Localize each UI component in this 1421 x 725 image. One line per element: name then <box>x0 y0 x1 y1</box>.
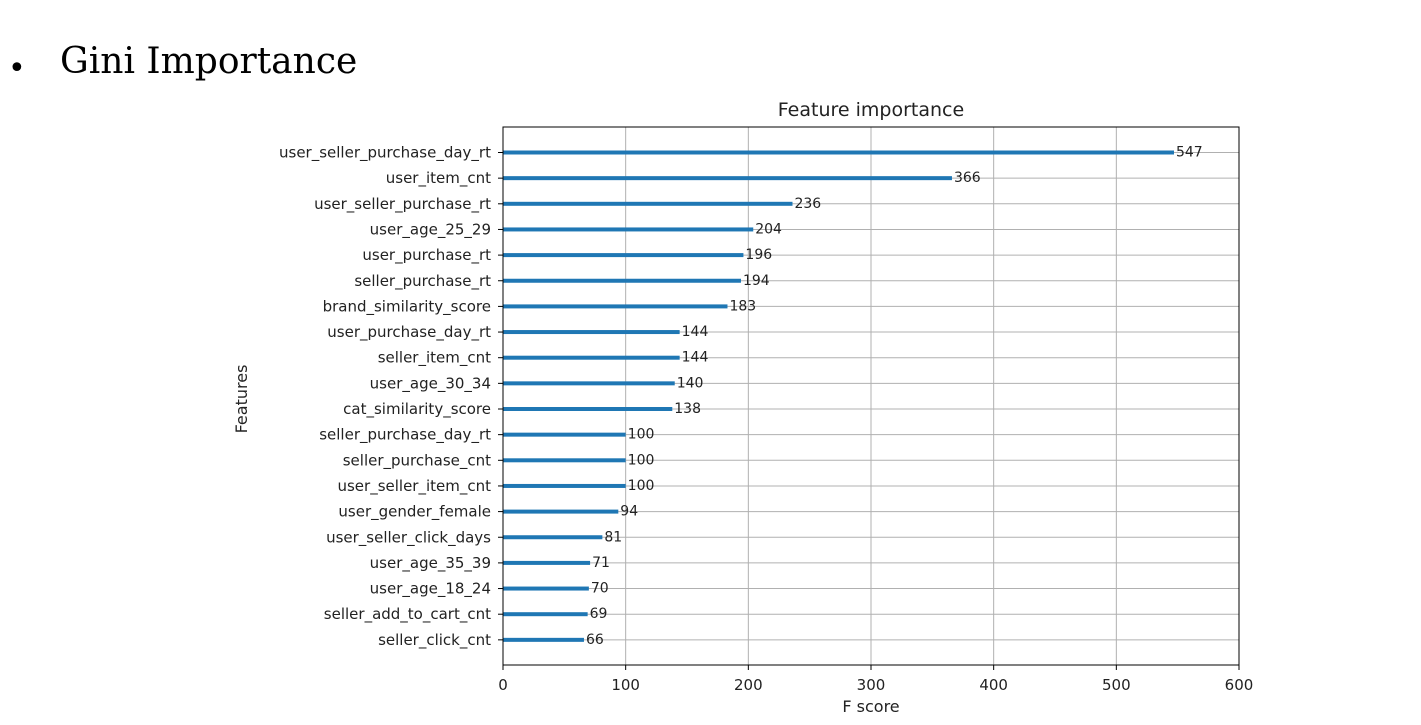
bar-value-label: 70 <box>591 581 609 597</box>
bar <box>503 227 754 232</box>
bar <box>503 330 680 335</box>
x-tick-label: 100 <box>611 676 640 694</box>
bar-value-label: 204 <box>755 221 782 237</box>
y-tick-label: seller_add_to_cart_cnt <box>324 605 491 624</box>
bar-value-label: 66 <box>586 632 604 648</box>
bar <box>503 381 675 386</box>
bar <box>503 176 952 181</box>
bar <box>503 586 589 591</box>
y-tick-label: seller_purchase_rt <box>354 272 491 291</box>
bar <box>503 278 741 283</box>
bar-value-label: 144 <box>682 324 709 340</box>
y-tick-label: seller_click_cnt <box>378 631 491 650</box>
bars <box>503 150 1174 642</box>
bar-value-label: 71 <box>592 555 610 571</box>
y-axis-title: Features <box>232 365 251 434</box>
bar-value-label: 236 <box>794 196 821 212</box>
x-tick-label: 400 <box>979 676 1008 694</box>
bar-value-label: 196 <box>745 247 772 263</box>
slide-heading: Gini Importance <box>60 41 358 82</box>
y-tick-label: seller_purchase_cnt <box>343 451 491 470</box>
bar-value-label: 194 <box>743 273 770 289</box>
bar-value-label: 69 <box>590 606 608 622</box>
y-tick-label: user_gender_female <box>338 503 491 522</box>
x-tick-label: 300 <box>857 676 886 694</box>
y-tick-label: user_seller_purchase_rt <box>314 195 491 214</box>
bar <box>503 432 626 437</box>
bar-value-label: 100 <box>628 427 655 443</box>
y-tick-label: user_seller_click_days <box>326 528 491 547</box>
y-tick-label: user_age_25_29 <box>370 220 491 239</box>
y-tick-label: seller_item_cnt <box>378 349 491 368</box>
bar <box>503 612 588 617</box>
bar <box>503 304 728 309</box>
x-axis-title: F score <box>842 697 899 716</box>
bar-value-label: 100 <box>628 452 655 468</box>
bar <box>503 509 619 514</box>
x-tick-label: 0 <box>498 676 508 694</box>
bar <box>503 150 1174 155</box>
bar-value-label: 183 <box>729 298 756 314</box>
y-tick-label: user_seller_item_cnt <box>337 477 491 496</box>
bar-value-label: 140 <box>677 375 704 391</box>
bar-value-label: 100 <box>628 478 655 494</box>
x-tick-label: 200 <box>734 676 763 694</box>
y-tick-label: user_purchase_day_rt <box>327 323 491 342</box>
y-tick-label: user_item_cnt <box>386 169 491 188</box>
y-tick-label: user_purchase_rt <box>362 246 491 265</box>
chart-title: Feature importance <box>778 99 964 121</box>
y-tick-label: brand_similarity_score <box>323 297 491 316</box>
bar <box>503 535 603 540</box>
y-tick-label: user_age_18_24 <box>370 580 491 599</box>
bar-value-label: 81 <box>604 529 622 545</box>
bar <box>503 407 673 411</box>
x-axis-ticks: 0 100 200 300 400 500 600 <box>498 665 1253 694</box>
bar-value-label: 547 <box>1176 145 1203 161</box>
bar-value-label: 366 <box>954 170 981 186</box>
bar-value-label: 138 <box>674 401 701 417</box>
bar <box>503 483 626 488</box>
gridlines <box>502 127 1240 665</box>
bullet-point: • <box>8 51 26 86</box>
bar-value-label: 144 <box>682 350 709 366</box>
bar-value-label: 94 <box>620 504 638 520</box>
bar <box>503 201 793 206</box>
y-tick-label: user_age_35_39 <box>370 554 491 573</box>
y-tick-label: seller_purchase_day_rt <box>319 426 491 445</box>
bar <box>503 355 680 360</box>
y-tick-label: cat_similarity_score <box>343 400 491 419</box>
bar <box>503 637 584 642</box>
x-tick-label: 500 <box>1102 676 1131 694</box>
bar-value-labels: 547 366 236 204 196 194 183 144 144 140 138 100 100 1… <box>586 145 1203 648</box>
bar <box>503 560 591 565</box>
bar <box>503 458 626 463</box>
bar <box>503 253 744 258</box>
x-tick-label: 600 <box>1225 676 1254 694</box>
y-tick-label: user_seller_purchase_day_rt <box>279 144 491 163</box>
y-tick-label: user_age_30_34 <box>370 374 491 393</box>
y-axis-ticks: user_seller_purchase_day_rt user_item_cnt… <box>279 144 503 650</box>
